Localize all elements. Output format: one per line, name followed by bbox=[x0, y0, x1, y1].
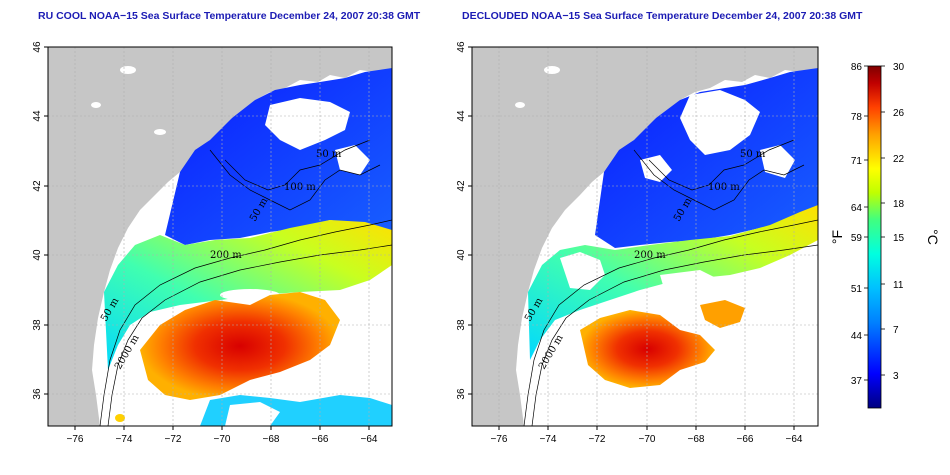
fahrenheit-tick-78: 78 bbox=[851, 112, 863, 123]
fahrenheit-tick-59: 59 bbox=[851, 233, 863, 244]
left-contour-label-1: 50 m bbox=[316, 149, 342, 160]
right-y-tick-44: 44 bbox=[456, 110, 467, 122]
left-contour-label-4: 200 m bbox=[210, 250, 242, 261]
fahrenheit-tick-44: 44 bbox=[851, 331, 863, 342]
left-y-tick-40: 40 bbox=[32, 249, 43, 261]
left-y-tick-36: 36 bbox=[32, 388, 43, 400]
celsius-tick-3: 3 bbox=[893, 371, 899, 382]
left-x-tick-66: −66 bbox=[312, 434, 329, 445]
right-x-tick-74: −74 bbox=[540, 434, 557, 445]
left-map-frame bbox=[47, 46, 393, 427]
celsius-tick-11: 11 bbox=[893, 280, 904, 291]
map-title-left: RU COOL NOAA−15 Sea Surface Temperature … bbox=[38, 10, 421, 22]
fahrenheit-axis-label: °F bbox=[829, 230, 845, 244]
fahrenheit-tick-86: 86 bbox=[851, 62, 863, 73]
right-x-tick-66: −66 bbox=[737, 434, 754, 445]
right-x-tick-70: −70 bbox=[639, 434, 656, 445]
left-y-tick-38: 38 bbox=[32, 319, 43, 331]
right-x-tick-72: −72 bbox=[589, 434, 606, 445]
celsius-tick-22: 22 bbox=[893, 154, 905, 165]
map-title-right: DECLOUDED NOAA−15 Sea Surface Temperatur… bbox=[462, 10, 863, 22]
celsius-tick-26: 26 bbox=[893, 108, 905, 119]
right-map-shelf-water bbox=[528, 205, 818, 360]
colorbar-gradient bbox=[867, 65, 882, 409]
left-y-tick-44: 44 bbox=[32, 110, 43, 122]
right-map-warm-water bbox=[580, 310, 715, 388]
celsius-axis-label: °C bbox=[925, 229, 941, 245]
left-y-tick-46: 46 bbox=[32, 41, 43, 53]
left-map: 50 m 100 m 50 m 200 m 50 m 2000 m bbox=[32, 41, 393, 445]
left-map-land bbox=[48, 47, 392, 426]
right-map-bathymetry bbox=[523, 139, 818, 426]
left-map-warm-water bbox=[140, 292, 340, 400]
left-map-grid bbox=[48, 47, 392, 426]
right-map-cold-water bbox=[595, 68, 818, 248]
fahrenheit-tick-71: 71 bbox=[851, 156, 863, 167]
right-y-tick-42: 42 bbox=[456, 180, 467, 192]
right-contour-label-2: 100 m bbox=[708, 182, 740, 193]
fahrenheit-tick-51: 51 bbox=[851, 284, 863, 295]
right-contour-label-1: 50 m bbox=[740, 149, 766, 160]
right-map-land bbox=[472, 47, 818, 426]
celsius-tick-30: 30 bbox=[893, 62, 905, 73]
left-contour-label-2: 100 m bbox=[284, 182, 316, 193]
right-y-tick-38: 38 bbox=[456, 319, 467, 331]
right-map-grid bbox=[472, 47, 818, 426]
celsius-tick-15: 15 bbox=[893, 233, 905, 244]
celsius-tick-7: 7 bbox=[893, 325, 899, 336]
right-map: 50 m 100 m 50 m 200 m 50 m 2000 m bbox=[456, 41, 819, 445]
right-y-tick-36: 36 bbox=[456, 388, 467, 400]
colorbar: 86 78 71 64 59 51 44 37 30 26 22 18 15 1… bbox=[829, 62, 941, 409]
celsius-tick-18: 18 bbox=[893, 199, 905, 210]
left-x-tick-68: −68 bbox=[263, 434, 280, 445]
right-x-tick-68: −68 bbox=[688, 434, 705, 445]
left-x-tick-74: −74 bbox=[116, 434, 133, 445]
right-x-tick-76: −76 bbox=[491, 434, 508, 445]
left-x-tick-76: −76 bbox=[67, 434, 84, 445]
right-y-tick-40: 40 bbox=[456, 249, 467, 261]
left-x-tick-72: −72 bbox=[165, 434, 182, 445]
right-map-frame bbox=[471, 46, 819, 427]
fahrenheit-tick-37: 37 bbox=[851, 376, 863, 387]
right-x-tick-64: −64 bbox=[786, 434, 803, 445]
right-contour-label-4: 200 m bbox=[634, 250, 666, 261]
left-y-tick-42: 42 bbox=[32, 180, 43, 192]
left-x-tick-70: −70 bbox=[214, 434, 231, 445]
right-y-tick-46: 46 bbox=[456, 41, 467, 53]
left-x-tick-64: −64 bbox=[361, 434, 378, 445]
fahrenheit-tick-64: 64 bbox=[851, 203, 863, 214]
left-map-bathymetry bbox=[99, 139, 392, 426]
